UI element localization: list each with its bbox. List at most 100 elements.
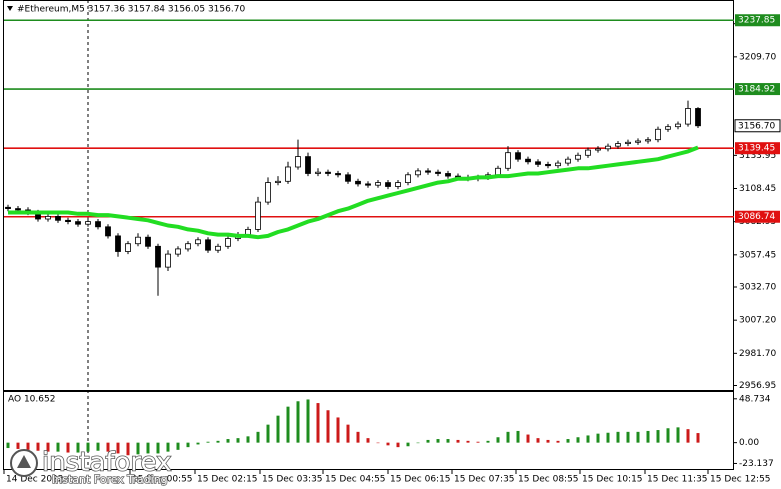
candle-body	[45, 216, 51, 220]
ao-bar	[116, 442, 120, 454]
ao-bar	[26, 442, 30, 450]
candle-body	[675, 123, 681, 128]
candle-body	[425, 170, 431, 173]
ao-bar	[166, 442, 170, 452]
ao-bar	[156, 442, 160, 454]
ao-title: AO 10.652	[8, 395, 55, 405]
candle-body	[505, 152, 511, 169]
candle-body	[85, 221, 91, 225]
ao-bar	[636, 431, 640, 443]
candle-body	[15, 208, 21, 211]
candle-body	[175, 248, 181, 255]
watermark-tagline: Instant Forex Trading	[52, 473, 168, 486]
candle-body	[565, 158, 571, 164]
candle-body	[95, 221, 101, 228]
y-tick-label: 0.00	[739, 438, 759, 448]
candle-body	[415, 170, 421, 176]
level-label: 3237.85	[738, 16, 775, 26]
ao-bar	[176, 442, 180, 450]
x-tick-label: 15 Dec 06:15	[390, 475, 451, 485]
level-label-box	[735, 210, 780, 223]
x-tick-label: 15 Dec 07:35	[454, 475, 515, 485]
ao-bar	[446, 439, 450, 443]
ao-bar	[456, 439, 460, 443]
candle-body	[335, 173, 341, 176]
candle-body	[635, 140, 641, 143]
ao-bar	[466, 440, 470, 443]
x-tick-label: 15 Dec 02:15	[197, 475, 258, 485]
ao-bar	[526, 434, 530, 443]
ao-bar	[576, 437, 580, 443]
candle-body	[225, 238, 231, 247]
ao-bar	[86, 442, 90, 452]
candle-body	[5, 206, 11, 210]
candle-body	[645, 139, 651, 142]
ao-bar	[196, 442, 200, 445]
level-label: 3184.92	[738, 85, 775, 95]
candle-body	[65, 219, 71, 223]
y-tick-label: 2956.95	[739, 381, 776, 391]
candle-body	[665, 126, 671, 130]
ao-bar	[416, 442, 420, 444]
x-tick-label: 15 Dec 00:55	[132, 475, 193, 485]
candle-body	[165, 253, 171, 268]
x-tick-label: 15 Dec 03:35	[262, 475, 323, 485]
ao-bar	[366, 438, 370, 443]
candle-body	[325, 171, 331, 174]
ao-bar	[296, 401, 300, 443]
plot-layer: 3235.203209.703133.953108.453082.953057.…	[3, 14, 781, 485]
y-tick-label: 3007.20	[739, 316, 776, 326]
menu-arrow[interactable]	[7, 6, 13, 11]
ao-bar	[676, 427, 680, 443]
x-tick-label: 15 Dec 04:55	[325, 475, 386, 485]
chart-title: #Ethereum,M5 3157.36 3157.84 3156.05 315…	[17, 5, 245, 15]
ao-bar	[426, 439, 430, 443]
ao-bar	[496, 437, 500, 443]
ao-bar	[146, 442, 150, 454]
candle-body	[115, 235, 121, 252]
candle-body	[355, 180, 361, 185]
ao-bar	[236, 438, 240, 443]
watermark: instaforex Instant Forex Trading	[10, 447, 172, 487]
candle-body	[685, 108, 691, 125]
candle-body	[525, 158, 531, 163]
ao-bar	[316, 403, 320, 443]
ao-bar	[96, 442, 100, 451]
candle-body	[575, 154, 581, 160]
candle-body	[585, 149, 591, 156]
candle-body	[105, 226, 111, 237]
candle-body	[55, 216, 61, 221]
ao-bar	[566, 439, 570, 443]
ao-bar	[386, 442, 390, 446]
candle-body	[495, 167, 501, 176]
candle-body	[655, 128, 661, 141]
candle-body	[265, 182, 271, 203]
ao-bar	[506, 431, 510, 443]
ao-bar	[616, 431, 620, 443]
candle-body	[195, 239, 201, 245]
ao-bar	[46, 442, 50, 452]
candle-body	[405, 174, 411, 183]
x-tick-label: 15 Dec 08:55	[518, 475, 579, 485]
candle-body	[605, 145, 611, 150]
candle-body	[185, 243, 191, 250]
ao-bar	[136, 442, 140, 455]
ao-bar	[686, 429, 690, 443]
candle-body	[365, 183, 371, 186]
candle-body	[305, 156, 311, 174]
level-label-box	[735, 142, 780, 155]
last-price-box	[734, 119, 781, 133]
ao-bar	[346, 424, 350, 443]
ao-bar	[106, 442, 110, 452]
ao-bar	[246, 436, 250, 443]
ao-frame	[3, 391, 734, 470]
ao-bar	[596, 433, 600, 443]
ao-bar	[306, 399, 310, 443]
ao-bar	[256, 431, 260, 443]
candle-body	[145, 236, 151, 247]
candle-body	[535, 161, 541, 165]
candle-body	[395, 182, 401, 187]
ao-bar	[326, 410, 330, 443]
ao-bar	[266, 424, 270, 443]
candle-body	[615, 143, 621, 147]
